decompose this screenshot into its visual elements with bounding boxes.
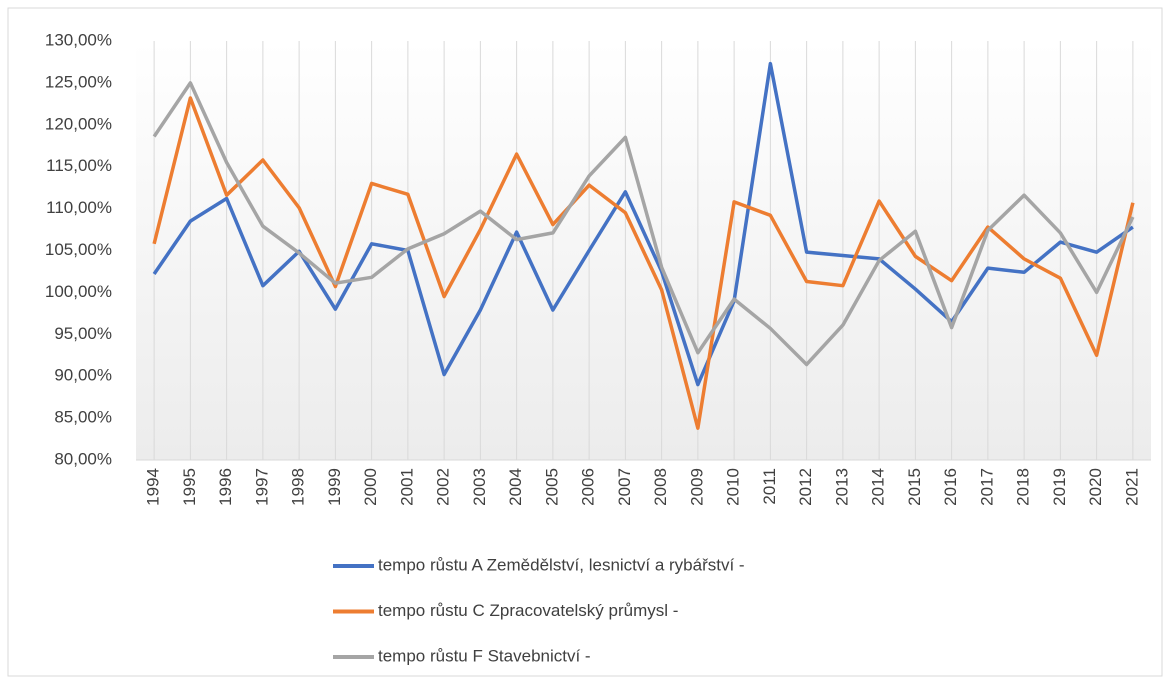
x-tick-label: 2009 [687,468,706,506]
y-tick-label: 90,00% [54,366,112,385]
x-tick-label: 2019 [1050,468,1069,506]
x-tick-label: 1997 [252,468,271,506]
y-tick-label: 125,00% [45,72,112,91]
x-tick-label: 2017 [977,468,996,506]
x-tick-label: 2006 [579,468,598,506]
y-tick-label: 95,00% [54,324,112,343]
x-tick-label: 2005 [542,468,561,506]
series-line [152,96,1135,430]
legend-label: tempo růstu F Stavebnictví - [378,646,591,665]
x-tick-label: 2014 [869,468,888,506]
x-tick-label: 2010 [724,468,743,506]
x-tick-label: 2015 [905,468,924,506]
x-tick-label: 1994 [144,468,163,506]
y-tick-label: 85,00% [54,408,112,427]
x-tick-label: 2004 [506,468,525,506]
x-tick-label: 2016 [941,468,960,506]
x-tick-label: 1999 [325,468,344,506]
x-tick-label: 2008 [651,468,670,506]
x-tick-label: 2003 [470,468,489,506]
y-tick-label: 100,00% [45,282,112,301]
x-tick-label: 2012 [796,468,815,506]
x-tick-label: 1995 [180,468,199,506]
x-tick-label: 1998 [289,468,308,506]
y-tick-label: 115,00% [46,156,112,175]
legend-label: tempo růstu C Zpracovatelský průmysl - [378,601,678,620]
x-tick-label: 2021 [1122,468,1141,506]
y-tick-label: 120,00% [45,114,112,133]
x-tick-label: 2001 [397,468,416,506]
y-tick-label: 105,00% [45,240,112,259]
series-line [152,81,1135,367]
x-tick-label: 2002 [434,468,453,506]
x-tick-label: 2013 [832,468,851,506]
x-tick-label: 1996 [216,468,235,506]
x-tick-label: 2007 [615,468,634,506]
x-tick-label: 2000 [361,468,380,506]
legend-label: tempo růstu A Zemědělství, lesnictví a r… [378,555,745,574]
y-tick-label: 80,00% [54,449,112,468]
x-tick-label: 2018 [1014,468,1033,506]
y-tick-label: 110,00% [46,198,112,217]
y-tick-label: 130,00% [45,30,112,49]
x-tick-label: 2011 [760,468,779,505]
series-line [152,61,1134,387]
x-tick-label: 2020 [1086,468,1105,506]
